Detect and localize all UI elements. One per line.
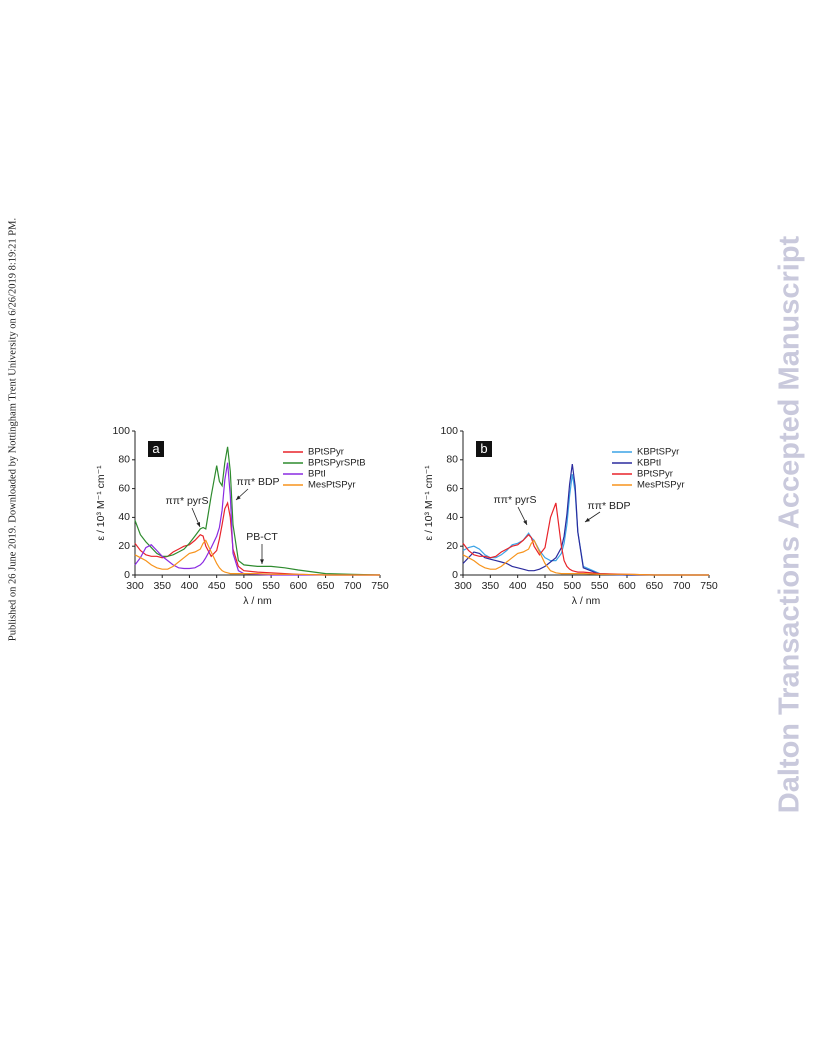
x-tick-label: 450 [536, 580, 554, 592]
x-axis-label: λ / nm [572, 595, 601, 607]
series-line [134, 462, 380, 576]
legend-label: MesPtSPyr [308, 480, 356, 491]
x-tick-label: 450 [208, 580, 226, 592]
y-tick-label: 100 [440, 425, 458, 437]
series-line [134, 539, 380, 576]
legend-label: BPtSPyrSPtB [308, 458, 366, 469]
x-tick-label: 600 [618, 580, 636, 592]
y-axis-label: ε / 10³ M⁻¹ cm⁻¹ [95, 465, 107, 541]
x-tick-label: 700 [673, 580, 691, 592]
panel-label-box [476, 441, 492, 457]
y-tick-label: 0 [452, 569, 458, 581]
x-tick-label: 700 [344, 580, 362, 592]
legend-label: KBPtSPyr [637, 447, 679, 458]
panel-label: a [152, 441, 160, 456]
y-tick-label: 80 [446, 454, 458, 466]
y-tick-label: 0 [124, 569, 130, 581]
annotation: ππ* BDP [587, 500, 630, 512]
arrow-head [585, 517, 590, 522]
x-tick-label: 500 [564, 580, 582, 592]
legend-label: BPtSPyr [637, 469, 673, 480]
annotation: PB-CT [246, 531, 278, 543]
x-axis-label: λ / nm [243, 595, 272, 607]
legend-label: KBPtI [637, 458, 661, 469]
legend-label: BPtSPyr [308, 447, 344, 458]
y-tick-label: 20 [118, 540, 130, 552]
y-tick-label: 80 [118, 454, 130, 466]
x-tick-label: 750 [700, 580, 718, 592]
arrow-head [196, 522, 201, 527]
y-tick-label: 40 [118, 511, 130, 523]
y-tick-label: 20 [446, 540, 458, 552]
series-line [462, 464, 709, 576]
x-tick-label: 350 [482, 580, 500, 592]
arrow-head [236, 495, 241, 500]
x-tick-label: 600 [290, 580, 308, 592]
y-axis-label: ε / 10³ M⁻¹ cm⁻¹ [423, 465, 435, 541]
y-tick-label: 40 [446, 511, 458, 523]
annotation: ππ* pyrS [165, 495, 208, 507]
arrow-head [523, 520, 527, 525]
annotation: ππ* BDP [236, 476, 279, 488]
panel-label: b [480, 441, 487, 456]
y-tick-label: 60 [446, 482, 458, 494]
legend-label: MesPtSPyr [637, 480, 685, 491]
x-tick-label: 650 [646, 580, 664, 592]
panel-label-box [148, 441, 164, 457]
legend-label: BPtI [308, 469, 326, 480]
x-tick-label: 300 [126, 580, 144, 592]
x-tick-label: 400 [181, 580, 199, 592]
x-tick-label: 350 [153, 580, 171, 592]
x-tick-label: 400 [509, 580, 527, 592]
x-tick-label: 750 [371, 580, 389, 592]
series-line [462, 539, 709, 576]
x-tick-label: 650 [317, 580, 335, 592]
annotation: ππ* pyrS [493, 494, 536, 506]
y-tick-label: 60 [118, 482, 130, 494]
arrow-head [260, 559, 264, 564]
x-tick-label: 550 [591, 580, 609, 592]
y-tick-label: 100 [112, 425, 130, 437]
series-line [462, 502, 709, 576]
x-tick-label: 550 [262, 580, 280, 592]
x-tick-label: 300 [454, 580, 472, 592]
x-tick-label: 500 [235, 580, 253, 592]
